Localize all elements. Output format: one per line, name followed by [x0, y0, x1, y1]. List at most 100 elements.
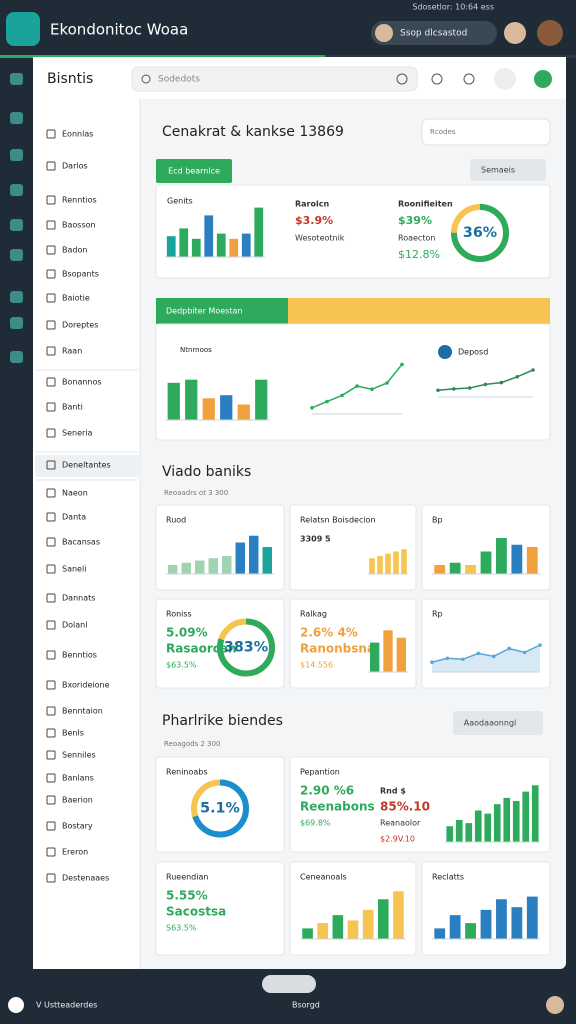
card-text: 2.6% 4% — [300, 626, 358, 640]
avatar[interactable] — [546, 996, 564, 1014]
sidebar-item[interactable]: Bonannos — [62, 378, 102, 387]
sidebar-item[interactable]: Ereron — [62, 848, 88, 857]
card-title: Rueendian — [166, 873, 208, 882]
sidebar-icon — [46, 402, 56, 412]
user-name[interactable]: Ssop dlcsastod — [400, 29, 467, 39]
rail-icon[interactable] — [10, 184, 23, 196]
rail-icon[interactable] — [10, 317, 23, 329]
rail-icon[interactable] — [10, 219, 23, 231]
page-title: Bisntis — [47, 71, 93, 87]
sidebar-item[interactable]: Dolanl — [62, 621, 87, 630]
sidebar-item[interactable]: Bostary — [62, 822, 93, 831]
bar — [465, 823, 473, 842]
icon[interactable] — [396, 73, 408, 85]
sidebar-item[interactable]: Bsopants — [62, 270, 99, 279]
sidebar-item[interactable]: Darlos — [62, 162, 88, 171]
card-title: Roniss — [166, 610, 192, 619]
point — [515, 374, 519, 379]
sidebar-icon — [46, 564, 56, 574]
button-label[interactable]: Aaodaaonngl — [464, 719, 517, 728]
app-icon[interactable] — [6, 12, 40, 46]
avatar[interactable] — [504, 22, 526, 44]
bar — [512, 801, 520, 842]
point — [522, 650, 527, 655]
search-box[interactable] — [131, 66, 418, 92]
search-placeholder[interactable]: Sodedots — [158, 75, 200, 85]
bar — [396, 637, 406, 672]
tab[interactable] — [156, 159, 232, 183]
avatar — [375, 24, 393, 42]
bar — [393, 891, 404, 939]
sidebar-icon — [46, 728, 56, 738]
icon-button[interactable] — [494, 68, 516, 90]
rail-icon[interactable] — [10, 249, 23, 261]
search-field[interactable] — [421, 118, 551, 146]
search-placeholder[interactable]: Rcodes — [430, 128, 456, 136]
sidebar-item[interactable]: Benntios — [62, 651, 97, 660]
sidebar-item[interactable]: Badon — [62, 246, 87, 255]
sidebar-item[interactable]: Seneria — [62, 429, 93, 438]
sidebar-item[interactable]: Benls — [62, 729, 84, 738]
rail-icon[interactable] — [10, 291, 23, 303]
avatar[interactable] — [537, 20, 563, 46]
rail-icon[interactable] — [10, 112, 23, 124]
card-title: Pepantion — [300, 768, 340, 777]
card-title: Relatsn Boisdecion — [300, 516, 376, 525]
point — [436, 388, 440, 393]
icon[interactable] — [463, 73, 475, 85]
bar — [449, 915, 461, 939]
user-chip[interactable] — [371, 21, 497, 45]
icon[interactable] — [8, 997, 24, 1013]
sidebar-item[interactable]: Bacansas — [62, 538, 100, 547]
sidebar-item[interactable]: Eonnlas — [62, 130, 93, 139]
sidebar-item[interactable]: Doreptes — [62, 321, 98, 330]
sidebar-item[interactable]: Baerion — [62, 796, 93, 805]
sidebar-item[interactable]: Benntaion — [62, 707, 103, 716]
sidebar-item[interactable]: Deneltantes — [62, 461, 111, 470]
card-text: $14.556 — [300, 661, 333, 670]
sidebar-item[interactable]: Banlans — [62, 774, 94, 783]
card-title: Bp — [432, 516, 443, 525]
bar — [455, 819, 463, 842]
icon[interactable] — [431, 73, 443, 85]
bar — [317, 923, 329, 939]
bar — [383, 630, 393, 672]
sidebar-item[interactable]: Bxorideione — [62, 681, 110, 690]
dock-handle[interactable] — [262, 975, 316, 993]
rail-icon[interactable] — [10, 73, 23, 85]
card-text: $69.8% — [300, 819, 331, 828]
bar — [522, 791, 530, 842]
tab-label[interactable]: Ecd bearnlce — [168, 167, 220, 176]
chart-title: Genits — [167, 197, 193, 206]
sidebar-item[interactable]: Raan — [62, 347, 82, 356]
sidebar-item[interactable]: Renntios — [62, 196, 97, 205]
card-text: $39% — [398, 214, 432, 227]
sidebar-item[interactable]: Danta — [62, 513, 86, 522]
sidebar-item[interactable]: Dannats — [62, 594, 95, 603]
sidebar-item[interactable]: Saneli — [62, 565, 86, 574]
button-label[interactable]: Semaeis — [481, 166, 515, 175]
bar — [332, 915, 344, 939]
bar — [362, 909, 374, 939]
icon-button[interactable] — [534, 70, 552, 88]
rail-icon[interactable] — [10, 149, 23, 161]
bottom-text[interactable]: Bsorgd — [292, 1001, 320, 1010]
sidebar-item[interactable]: Banti — [62, 403, 83, 412]
sidebar-icon — [46, 460, 56, 470]
sidebar-item[interactable]: Baosson — [62, 221, 96, 230]
rail-icon[interactable] — [10, 351, 23, 363]
bar — [167, 382, 180, 420]
button[interactable] — [470, 159, 546, 181]
sidebar-item[interactable]: Senniles — [62, 751, 96, 760]
banner-left — [156, 298, 288, 324]
sidebar-icon — [46, 706, 56, 716]
point — [467, 386, 472, 390]
button[interactable] — [453, 711, 543, 735]
section-subtitle: Reoaadrs ot 3 300 — [164, 489, 228, 497]
point — [476, 651, 481, 656]
bar — [465, 923, 476, 939]
sidebar-item[interactable]: Baiotie — [62, 294, 90, 303]
card-text: 3309 5 — [300, 535, 331, 544]
sidebar-item[interactable]: Naeon — [62, 489, 88, 498]
sidebar-item[interactable]: Destenaaes — [62, 874, 109, 883]
